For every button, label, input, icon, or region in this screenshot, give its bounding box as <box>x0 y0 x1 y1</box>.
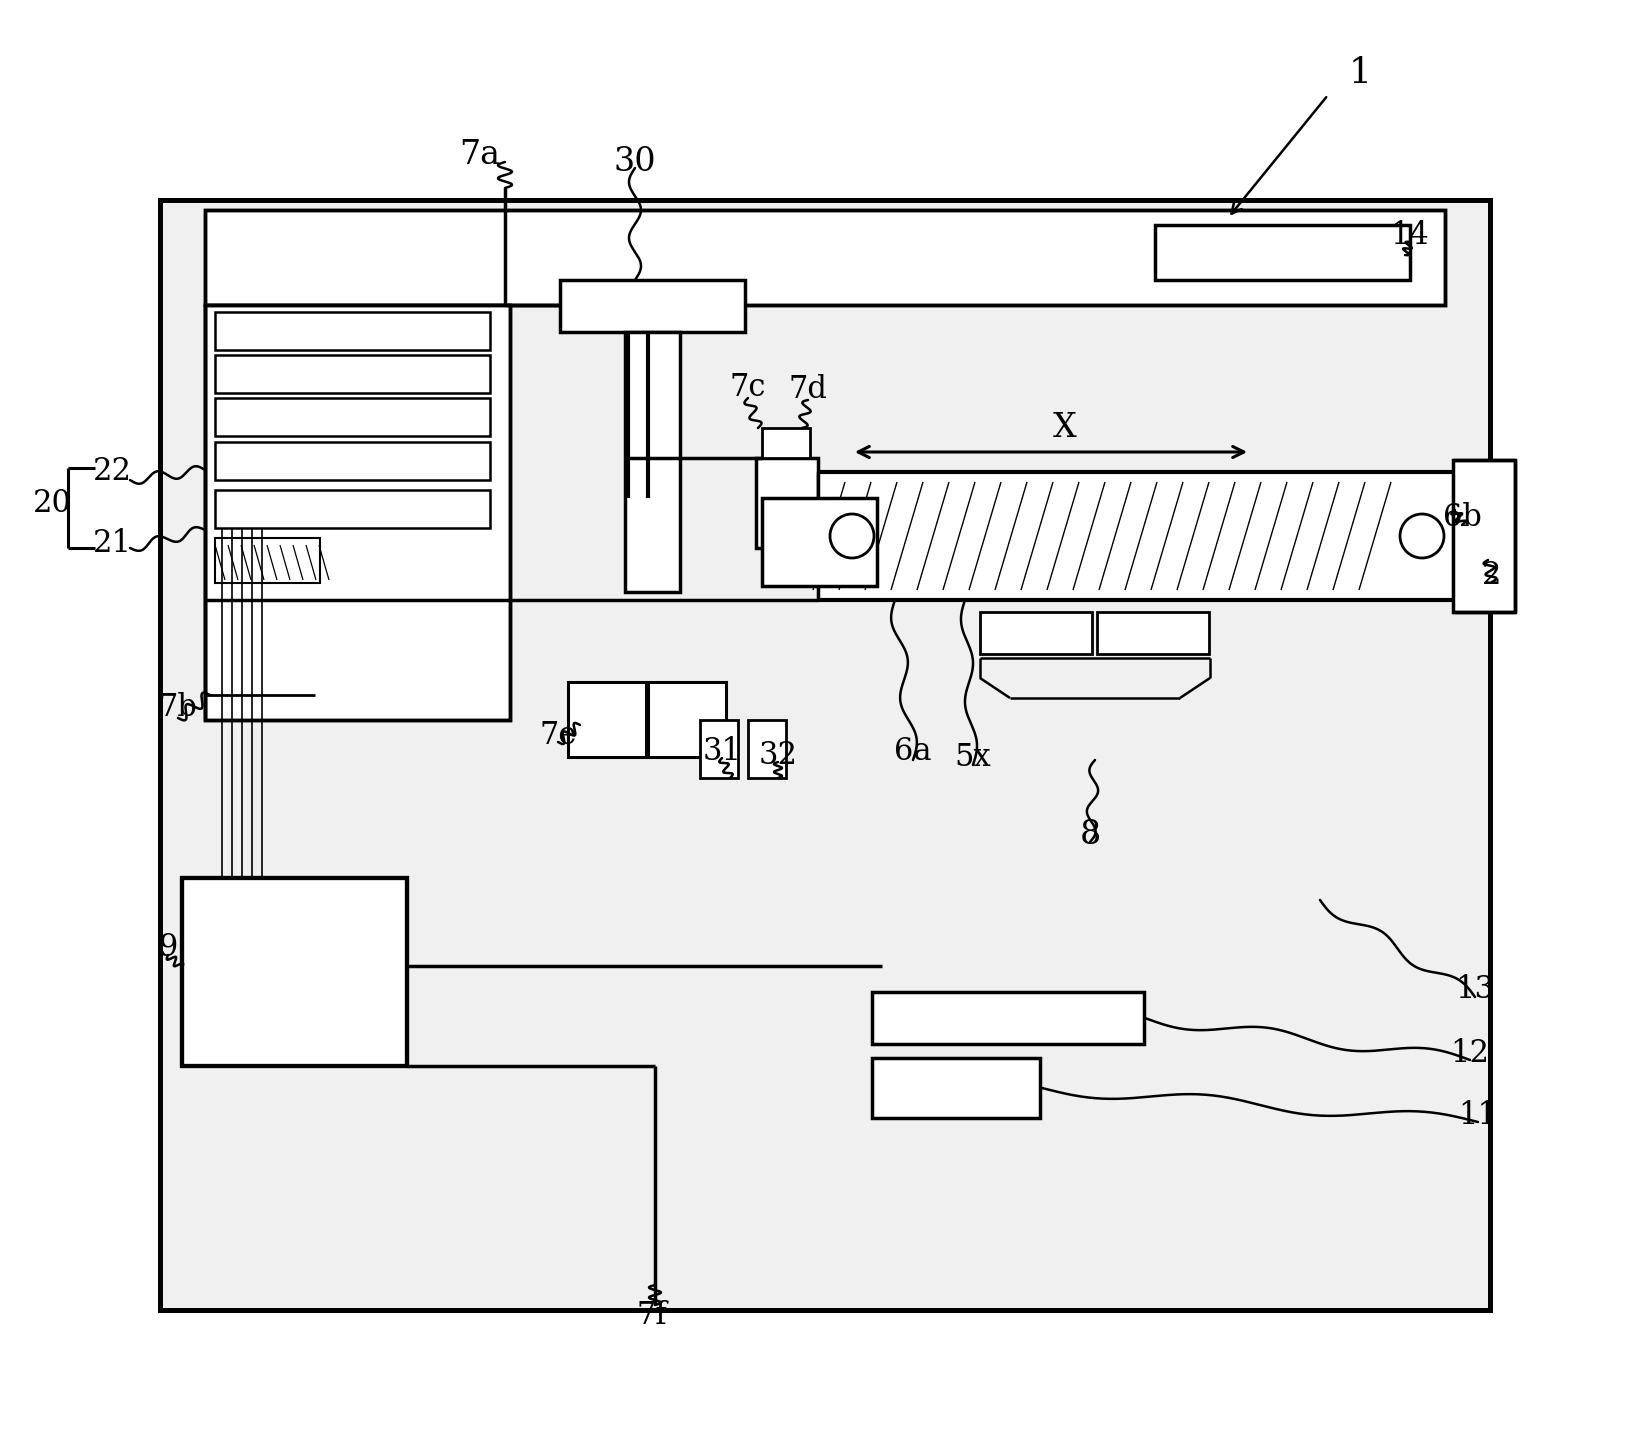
Bar <box>699 720 739 778</box>
Text: 14: 14 <box>1391 220 1430 250</box>
Bar <box>205 210 1445 305</box>
Bar <box>649 682 726 756</box>
Text: 5x: 5x <box>955 742 991 772</box>
Bar <box>980 613 1093 654</box>
Bar <box>560 280 745 332</box>
Text: 7c: 7c <box>731 372 767 404</box>
Bar <box>568 682 645 756</box>
Text: 7b: 7b <box>159 693 198 723</box>
Text: 11: 11 <box>1458 1100 1497 1130</box>
Text: 7d: 7d <box>788 374 827 406</box>
Bar <box>762 429 811 457</box>
Bar <box>871 992 1143 1044</box>
Bar <box>757 457 817 548</box>
Bar <box>215 355 490 393</box>
Bar <box>1097 613 1209 654</box>
Bar <box>161 200 1491 1310</box>
Text: 9: 9 <box>159 932 177 963</box>
Text: 7e: 7e <box>539 719 577 751</box>
Text: X: X <box>1053 413 1076 444</box>
Bar <box>626 332 680 592</box>
Text: 12: 12 <box>1451 1037 1489 1068</box>
Bar <box>205 305 509 720</box>
Text: 8: 8 <box>1079 820 1101 851</box>
Text: 20: 20 <box>33 487 72 519</box>
Bar <box>205 305 509 720</box>
Bar <box>182 879 406 1066</box>
Text: 21: 21 <box>92 528 131 558</box>
Bar <box>215 538 319 582</box>
Bar <box>205 210 1445 305</box>
Bar <box>749 720 786 778</box>
Bar <box>215 312 490 349</box>
Bar <box>1453 460 1515 613</box>
Bar <box>182 879 406 1066</box>
Bar <box>1155 224 1410 280</box>
Text: 31: 31 <box>703 736 742 768</box>
Text: 6a: 6a <box>894 736 932 768</box>
Bar <box>762 498 876 587</box>
Text: 22: 22 <box>92 456 131 487</box>
Text: 13: 13 <box>1456 975 1494 1005</box>
Bar <box>215 441 490 480</box>
Bar <box>161 200 1491 1310</box>
Text: 6b: 6b <box>1443 502 1481 533</box>
Text: 1: 1 <box>1348 56 1371 91</box>
Text: 32: 32 <box>758 741 798 772</box>
Text: 2: 2 <box>1482 559 1502 591</box>
Text: 7a: 7a <box>460 139 501 171</box>
Text: 7f: 7f <box>637 1300 667 1330</box>
Bar <box>215 398 490 436</box>
Bar <box>871 1058 1040 1117</box>
Bar <box>817 472 1453 600</box>
Bar <box>215 490 490 528</box>
Text: 30: 30 <box>614 147 657 178</box>
